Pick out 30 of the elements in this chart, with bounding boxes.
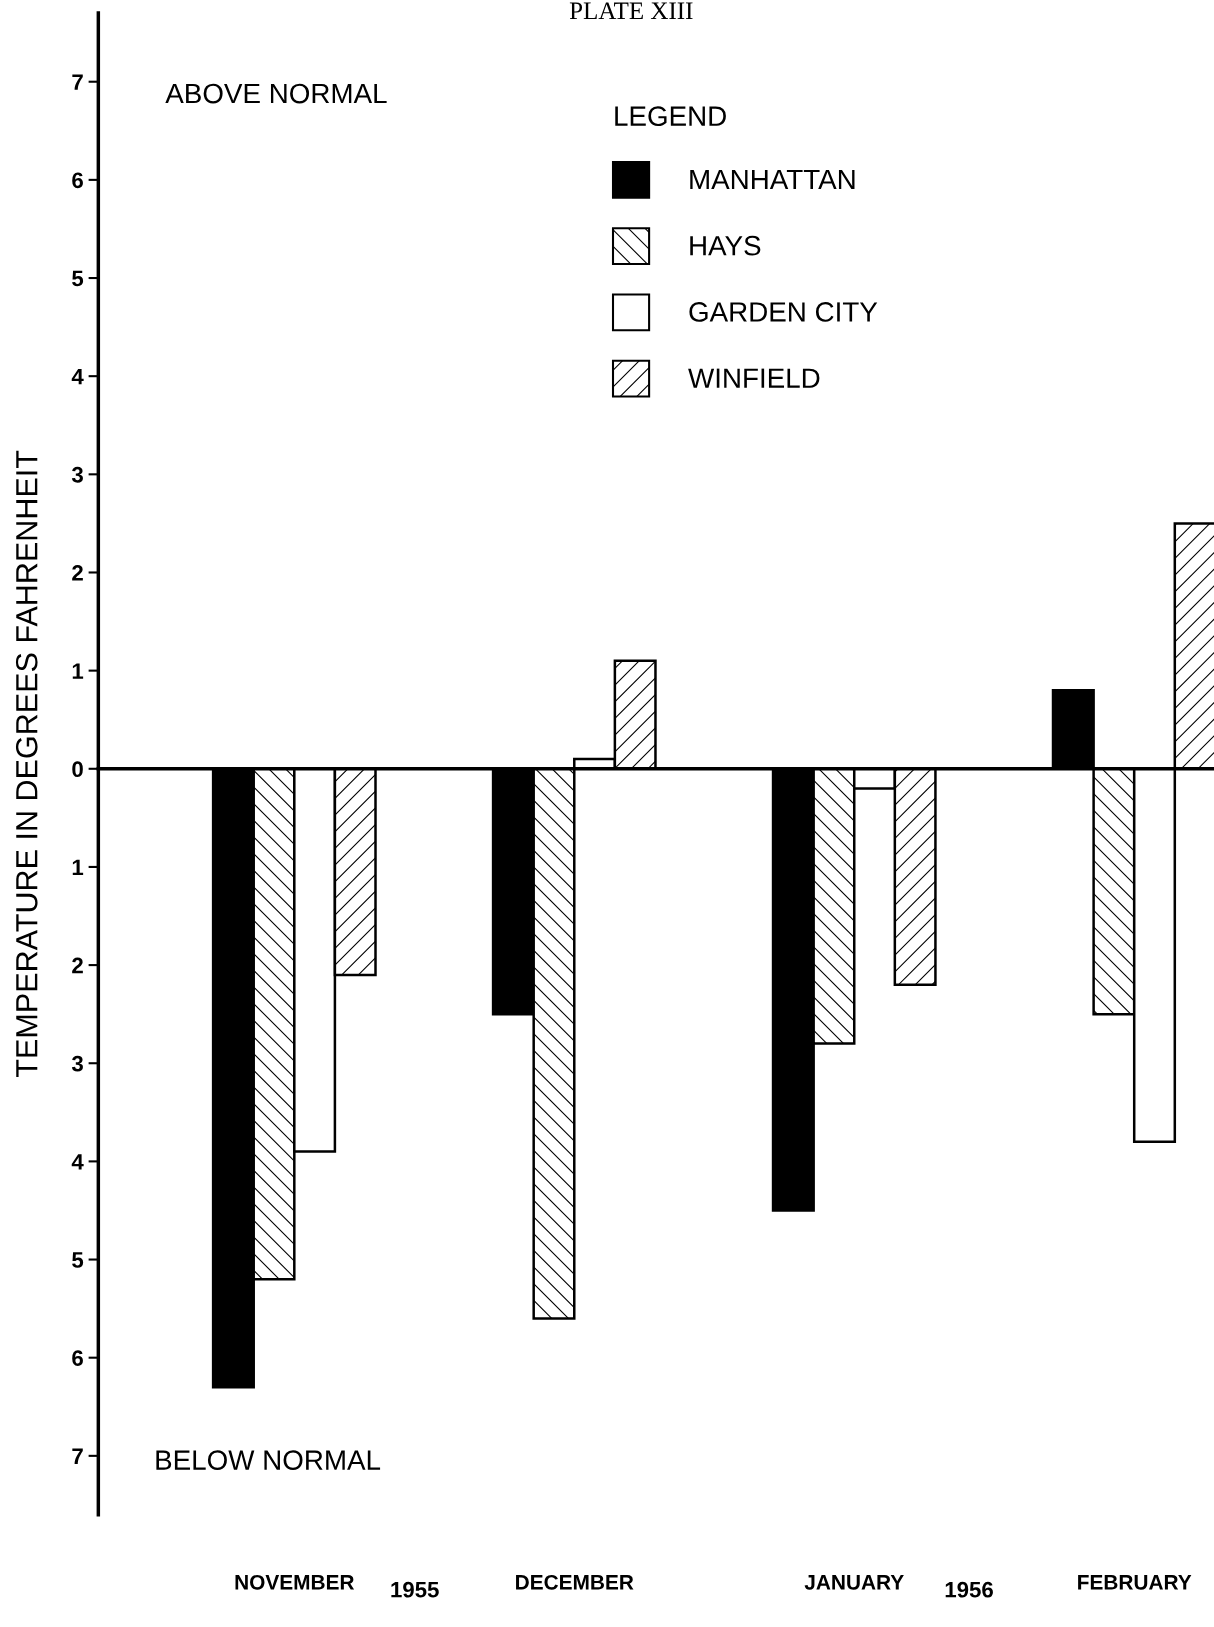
x-tick-label: FEBRUARY (1078, 1575, 1192, 1590)
x-tick-label: NOVEMBER (235, 1574, 355, 1590)
chart-title: PLATE XIII (569, 2, 693, 19)
y-tick-label: 4 (71, 368, 84, 385)
legend-title: LEGEND (615, 106, 726, 126)
y-tick-label: 5 (72, 270, 84, 287)
y-tick-label: 3 (71, 466, 83, 483)
y-tick-label: 7 (72, 1448, 83, 1464)
annotation: BELOW NORMAL (156, 1450, 381, 1470)
y-tick-label: 1 (72, 663, 84, 679)
y-tick-label: 1 (72, 859, 84, 875)
y-tick-label: 6 (72, 1350, 83, 1366)
text: 1956 (945, 1581, 993, 1598)
y-tick-label: 3 (71, 1055, 83, 1072)
legend-label: HAYS (690, 235, 761, 256)
x-tick-label: JANUARY (804, 1575, 904, 1590)
y-axis-title: TEMPERATURE IN DEGREES FAHRENHEIT (15, 450, 38, 1077)
legend-label: GARDEN CITY (689, 302, 878, 322)
y-tick-label: 4 (71, 1154, 84, 1170)
x-tick-label: DECEMBER (516, 1574, 634, 1590)
legend-label: WINFIELD (688, 368, 820, 388)
y-tick-label: 2 (72, 565, 83, 581)
y-tick-label: 5 (72, 1252, 84, 1268)
y-tick-label: 0 (72, 761, 83, 778)
y-tick-label: 7 (72, 74, 83, 90)
legend-label: MANHATTAN (690, 169, 855, 189)
y-tick-label: 2 (72, 957, 83, 974)
text: 1955 (391, 1581, 439, 1598)
annotation: ABOVE NORMAL (165, 83, 387, 104)
y-tick-label: 6 (72, 172, 83, 189)
